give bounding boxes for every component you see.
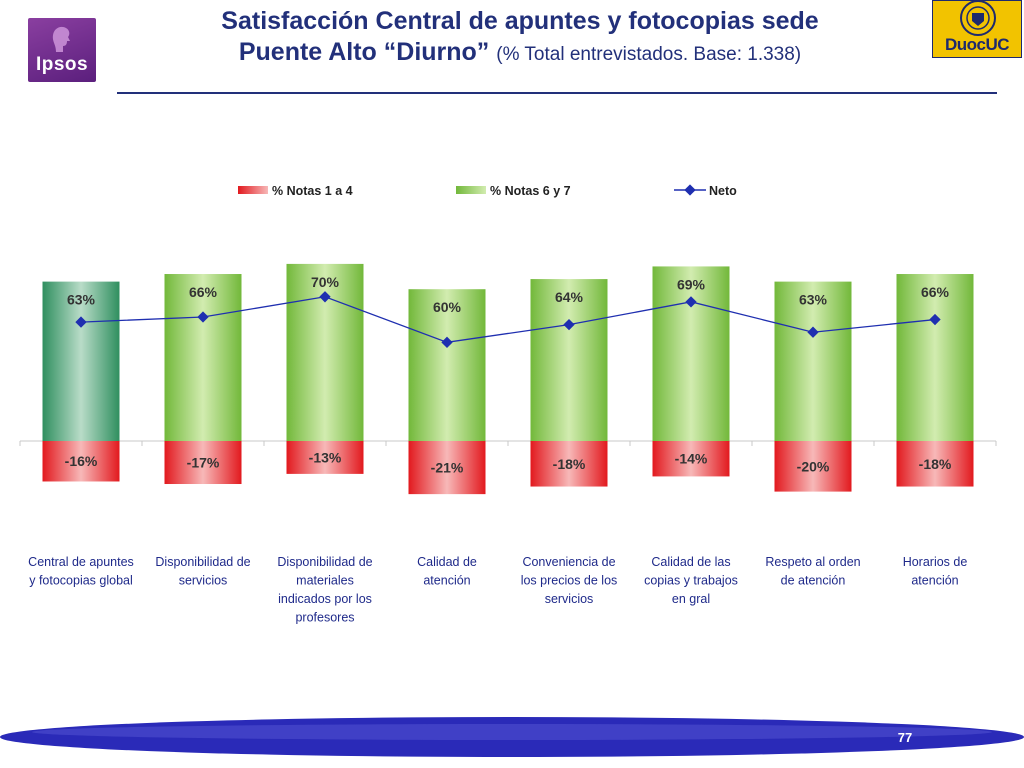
category-label: servicios bbox=[179, 574, 228, 588]
data-labels: 63% -16% 66% -17% 70% -13% 60% -21% 64% -18% 69% -1… bbox=[65, 274, 952, 476]
duoc-logo: DuocUC bbox=[932, 0, 1022, 58]
title-note: (% Total entrevistados. Base: 1.338) bbox=[496, 44, 802, 65]
data-label-notas-6-7: 60% bbox=[433, 299, 462, 315]
title-divider bbox=[117, 92, 997, 94]
data-label-notas-1-4: -14% bbox=[675, 451, 708, 467]
category-label: Calidad de bbox=[417, 555, 477, 569]
neto-point bbox=[929, 313, 941, 326]
bar-notas-6-7 bbox=[896, 274, 974, 441]
data-label-notas-6-7: 63% bbox=[67, 292, 96, 308]
neto-point bbox=[197, 311, 209, 323]
bar-notas-6-7 bbox=[164, 274, 242, 441]
bar-notas-6-7 bbox=[530, 279, 608, 441]
legend-label-notas-1-4: % Notas 1 a 4 bbox=[272, 184, 353, 198]
category-label: de atención bbox=[781, 574, 846, 588]
bar-notas-1-4 bbox=[774, 441, 852, 492]
category-label: atención bbox=[911, 574, 958, 588]
neto-point bbox=[807, 326, 819, 338]
category-labels: Central de apuntes y fotocopias global Dis… bbox=[28, 555, 967, 625]
bar-notas-6-7 bbox=[408, 289, 486, 441]
data-label-notas-6-7: 70% bbox=[311, 274, 340, 290]
neto-point bbox=[319, 291, 331, 303]
category-label: en gral bbox=[672, 592, 710, 606]
neto-point bbox=[563, 318, 575, 331]
bar-notas-6-7 bbox=[286, 263, 364, 441]
category-label: indicados por los bbox=[278, 592, 372, 606]
duoc-logo-text: DuocUC bbox=[944, 35, 1010, 54]
duoc-seal-icon bbox=[960, 1, 996, 36]
category-label: y fotocopias global bbox=[29, 574, 133, 588]
footer-band bbox=[0, 717, 1024, 757]
category-label: Disponibilidad de bbox=[155, 555, 250, 569]
neto-series-line bbox=[80, 296, 936, 343]
ipsos-head-icon bbox=[52, 26, 70, 52]
category-label: materiales bbox=[296, 574, 354, 588]
data-label-notas-6-7: 66% bbox=[189, 284, 218, 300]
ipsos-logo: Ipsos bbox=[28, 18, 96, 82]
page-title: Satisfacción Central de apuntes y fotoco… bbox=[120, 6, 920, 70]
data-label-notas-6-7: 64% bbox=[555, 289, 584, 305]
ipsos-logo-text: Ipsos bbox=[35, 54, 89, 75]
title-line-1: Satisfacción Central de apuntes y fotoco… bbox=[221, 7, 819, 35]
category-label: Horarios de bbox=[903, 555, 968, 569]
page-number: 77 bbox=[897, 730, 913, 745]
bar-notas-1-4 bbox=[896, 441, 974, 487]
category-label: profesores bbox=[295, 611, 354, 625]
bar-notas-1-4 bbox=[530, 441, 608, 487]
bar-notas-1-4 bbox=[286, 441, 364, 474]
bar-notas-6-7 bbox=[42, 281, 120, 441]
legend-label-notas-6-7: % Notas 6 y 7 bbox=[490, 184, 571, 198]
title-line-2-main: Puente Alto “Diurno” bbox=[238, 38, 490, 66]
bar-notas-6-7 bbox=[652, 266, 730, 441]
legend-label-neto: Neto bbox=[709, 184, 737, 198]
category-label: Central de apuntes bbox=[28, 555, 134, 569]
data-label-notas-1-4: -21% bbox=[431, 460, 464, 476]
data-label-notas-6-7: 69% bbox=[677, 276, 706, 292]
title-line-2: Puente Alto “Diurno” (% Total entrevista… bbox=[120, 37, 920, 70]
bar-notas-6-7 bbox=[774, 281, 852, 441]
neto-point bbox=[685, 296, 697, 308]
category-label: Disponibilidad de bbox=[277, 555, 372, 569]
data-label-notas-1-4: -18% bbox=[553, 456, 586, 472]
bar-notas-1-4 bbox=[164, 441, 242, 485]
data-label-notas-6-7: 63% bbox=[799, 292, 828, 308]
bar-notas-1-4 bbox=[652, 441, 730, 477]
data-label-notas-1-4: -16% bbox=[65, 453, 98, 469]
data-label-notas-1-4: -17% bbox=[187, 455, 220, 471]
chart-legend: % Notas 1 a 4 % Notas 6 y 7 Neto bbox=[238, 184, 737, 198]
category-label: Calidad de las bbox=[651, 555, 730, 569]
category-label: Respeto al orden bbox=[765, 555, 860, 569]
category-label: los precios de los bbox=[521, 574, 618, 588]
data-label-notas-1-4: -18% bbox=[919, 456, 952, 472]
category-label: servicios bbox=[545, 592, 594, 606]
bar-notas-1-4 bbox=[42, 441, 120, 482]
bars bbox=[42, 263, 974, 495]
chart: % Notas 1 a 4 % Notas 6 y 7 Neto 63% -16% 66… bbox=[19, 184, 997, 625]
legend-marker-neto bbox=[684, 184, 696, 196]
category-label: Conveniencia de bbox=[522, 555, 615, 569]
data-label-notas-1-4: -20% bbox=[797, 458, 830, 474]
data-label-notas-1-4: -13% bbox=[309, 449, 342, 465]
category-label: atención bbox=[423, 574, 470, 588]
category-label: copias y trabajos bbox=[644, 574, 738, 588]
data-label-notas-6-7: 66% bbox=[921, 284, 950, 300]
neto-point bbox=[441, 336, 453, 348]
legend-swatch-notas-1-4 bbox=[238, 186, 268, 194]
neto-line bbox=[75, 291, 941, 348]
legend-swatch-notas-6-7 bbox=[456, 186, 486, 194]
bar-notas-1-4 bbox=[408, 441, 486, 495]
